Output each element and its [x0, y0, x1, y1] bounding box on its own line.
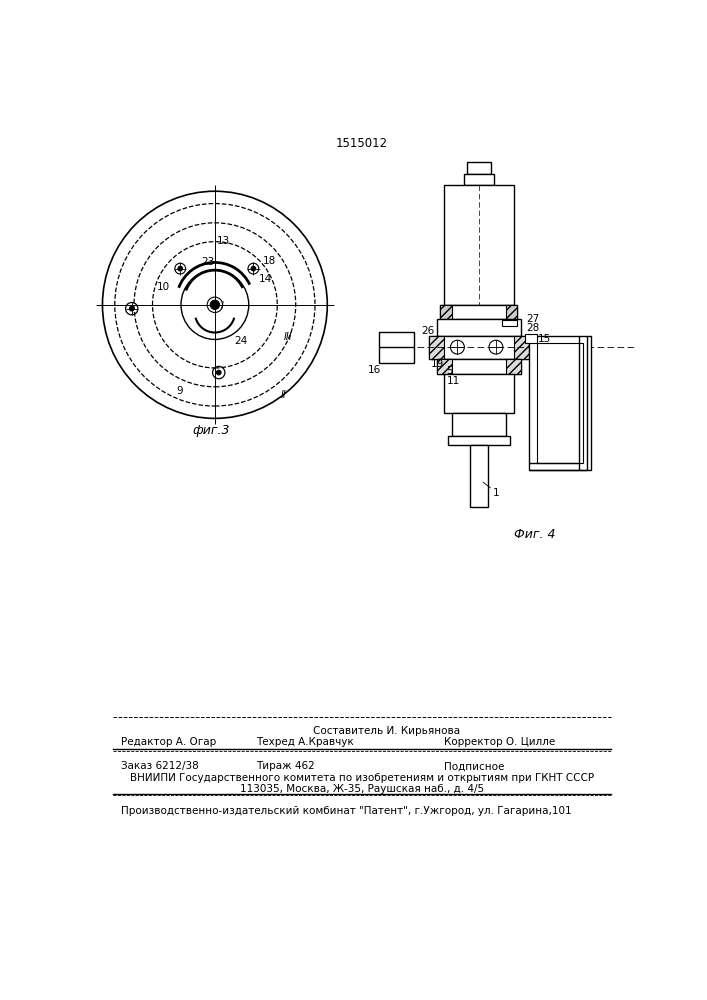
Text: I: I [221, 301, 224, 311]
Bar [437, 359, 452, 374]
Text: 9: 9 [176, 386, 183, 396]
Bar [437, 359, 521, 374]
Text: 16: 16 [368, 365, 380, 375]
Text: Корректор О. Цилле: Корректор О. Цилле [444, 737, 556, 747]
Text: 15: 15 [537, 334, 551, 344]
Bar [529, 336, 590, 470]
Text: Техред А.Кравчук: Техред А.Кравчук [256, 737, 354, 747]
Bar [429, 336, 529, 359]
Bar [448, 436, 510, 445]
Text: Фиг. 4: Фиг. 4 [514, 528, 555, 541]
Text: 18: 18 [262, 256, 276, 266]
Text: 10: 10 [157, 282, 170, 292]
Bar [506, 305, 518, 319]
Text: Заказ 6212/38: Заказ 6212/38 [121, 761, 199, 771]
Bar [437, 319, 521, 336]
Text: 26: 26 [421, 326, 435, 336]
Text: 28: 28 [527, 323, 540, 333]
Text: ВНИИПИ Государственного комитета по изобретениям и открытиям при ГКНТ СССР: ВНИИПИ Государственного комитета по изоб… [130, 773, 594, 783]
Bar [469, 445, 489, 507]
Text: 23: 23 [201, 257, 214, 267]
Text: 27: 27 [527, 314, 540, 324]
Text: 5: 5 [447, 366, 453, 376]
Circle shape [216, 370, 221, 375]
Text: II: II [281, 389, 286, 399]
Circle shape [210, 300, 219, 309]
Bar [452, 413, 506, 436]
Circle shape [129, 306, 134, 311]
Bar [440, 305, 518, 319]
Text: Подписное: Подписное [444, 761, 505, 771]
Bar [502, 320, 518, 326]
Text: Составитель И. Кирьянова: Составитель И. Кирьянова [313, 726, 460, 736]
Text: 24: 24 [234, 336, 247, 346]
Text: 13: 13 [217, 235, 230, 245]
Text: Редактор А. Огар: Редактор А. Огар [121, 737, 216, 747]
Text: Производственно-издательский комбинат "Патент", г.Ужгород, ул. Гагарина,101: Производственно-издательский комбинат "П… [121, 806, 571, 816]
Bar [514, 336, 529, 359]
Text: фиг.3: фиг.3 [192, 424, 230, 437]
Bar [379, 332, 414, 363]
Bar [525, 334, 537, 343]
Text: 11: 11 [447, 376, 460, 386]
Bar [464, 174, 494, 185]
Text: 1: 1 [493, 488, 499, 498]
Bar [467, 162, 491, 174]
Bar [444, 185, 514, 305]
Circle shape [178, 266, 182, 271]
Circle shape [251, 266, 256, 271]
Bar [440, 305, 452, 319]
Bar [537, 343, 583, 463]
Text: III: III [284, 332, 293, 342]
Text: 1515012: 1515012 [336, 137, 388, 150]
Text: 14: 14 [259, 274, 272, 284]
Bar [506, 359, 521, 374]
Text: Тираж 462: Тираж 462 [256, 761, 315, 771]
Bar [429, 336, 444, 359]
Text: 113035, Москва, Ж-35, Раушская наб., д. 4/5: 113035, Москва, Ж-35, Раушская наб., д. … [240, 784, 484, 794]
Text: 19: 19 [431, 359, 445, 369]
Bar [444, 374, 514, 413]
